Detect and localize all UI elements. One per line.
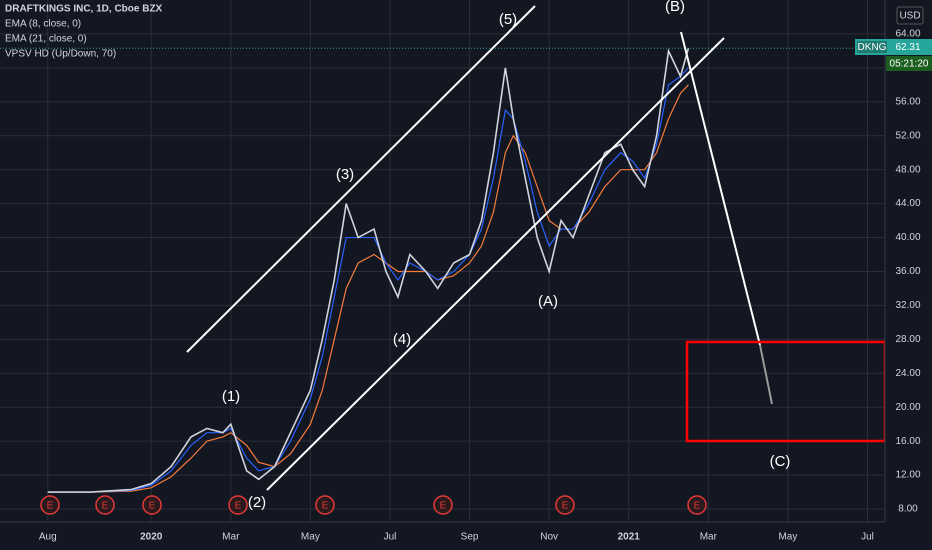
timer-tag [886,56,932,71]
projection-line-faded [759,344,773,405]
x-tick-label: 2020 [140,532,163,543]
channel-lower [266,37,725,491]
y-tick-label: 40.00 [895,232,920,243]
wave-label: (1) [222,388,240,405]
currency-box[interactable] [896,6,924,25]
wave-label: (5) [499,11,517,28]
y-tick-label: 8.00 [898,504,918,515]
event-marker [687,495,707,515]
y-tick-label: 28.00 [895,334,920,345]
x-tick-label: Sep [461,532,479,543]
y-tick-label: 20.00 [895,402,920,413]
event-label: E [47,501,54,512]
event-label: E [102,501,109,512]
x-tick-label: May [778,532,797,543]
projection-line [680,31,761,346]
x-tick-label: Jul [861,532,874,543]
event-marker [228,495,248,515]
event-marker [315,495,335,515]
wave-label: (4) [393,331,411,348]
wave-label: (A) [538,293,558,310]
y-tick-label: 32.00 [895,300,920,311]
x-tick-label: Mar [222,532,240,543]
y-tick-label: 52.00 [895,130,920,141]
currency: USD [899,11,920,22]
x-tick-label: Jul [384,532,397,543]
event-label: E [562,501,569,512]
event-marker [433,495,453,515]
annotations: (1) (2) (3) (4) (5) (A) (B) (C) E E E E E E E E [40,0,791,515]
y-tick-label: 12.00 [895,470,920,481]
channel-upper [186,5,536,353]
x-tick-label: Mar [700,532,718,543]
x-tick-label: Aug [39,532,57,543]
event-label: E [694,501,701,512]
event-marker [555,495,575,515]
y-tick-label: 64.00 [895,29,920,40]
legend-item: EMA (21, close, 0) [5,33,87,44]
price-tag-symbol: DKNG [858,42,887,53]
series-line [47,84,689,493]
event-label: E [235,501,242,512]
y-tick-label: 36.00 [895,266,920,277]
wave-label: (2) [248,494,266,511]
wave-label: (3) [336,166,354,183]
y-tick-label: 16.00 [895,436,920,447]
timer: 05:21:20 [890,59,929,70]
y-tick-label: 24.00 [895,368,920,379]
y-tick-label: 44.00 [895,198,920,209]
event-label: E [149,501,156,512]
event-label: E [322,501,329,512]
grid [0,0,885,522]
axis-labels: 64.0060.0056.0052.0048.0044.0040.0036.00… [39,29,921,543]
y-tick-label: 48.00 [895,164,920,175]
x-tick-label: 2021 [618,532,641,543]
x-tick-label: Nov [540,532,558,543]
event-marker [142,495,162,515]
event-marker [40,495,60,515]
price-tag-price: 62.31 [895,42,920,53]
wave-label: (C) [770,453,791,470]
y-tick-label: 56.00 [895,96,920,107]
event-label: E [440,501,447,512]
wave-label: (B) [665,0,685,15]
price-tag-symbol-bg [857,41,887,53]
event-marker [95,495,115,515]
legend-item: EMA (8, close, 0) [5,18,81,29]
legend-title: DRAFTKINGS INC, 1D, Cboe BZX [5,3,163,14]
x-tick-label: May [301,532,320,543]
legend-item: VPSV HD (Up/Down, 70) [5,48,116,59]
price-axis [885,0,932,550]
